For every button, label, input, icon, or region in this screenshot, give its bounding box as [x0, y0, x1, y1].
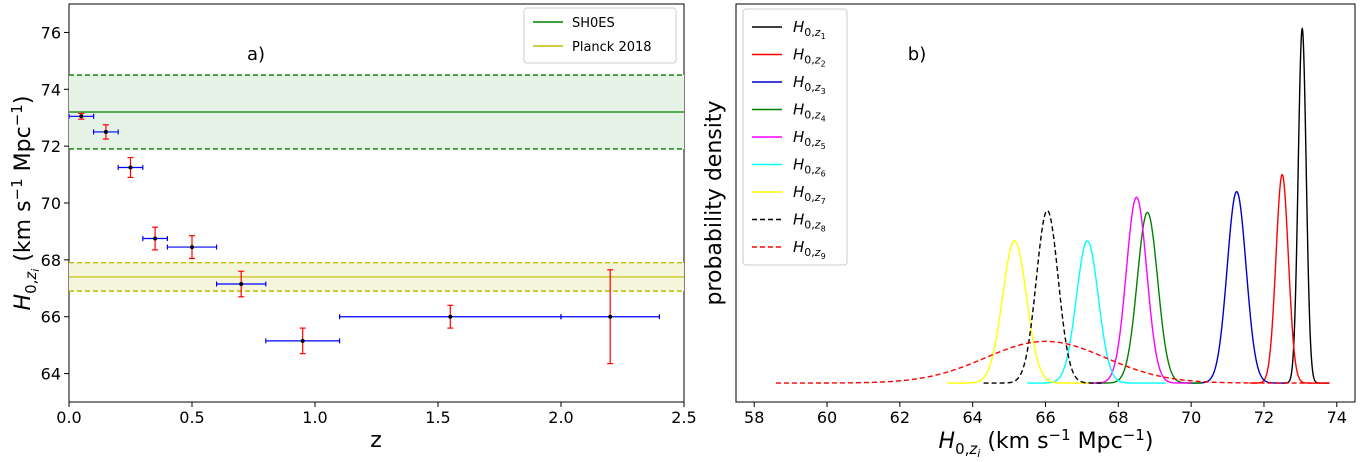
x-axis-ticks: 58 60 62 64 66 68 70 72 74 [744, 402, 1347, 427]
data-points [68, 112, 661, 365]
x-tick-label-1: 0.5 [179, 408, 204, 427]
x-tick-label-8: 74 [1327, 408, 1347, 427]
density-curve-z6 [1027, 240, 1166, 384]
x-tick-label-3: 1.5 [425, 408, 450, 427]
x-tick-label-4: 2.0 [548, 408, 573, 427]
legend-label-z9: H0,z9 [793, 238, 826, 261]
data-point-0 [79, 114, 84, 119]
panel-a-label: a) [247, 44, 265, 65]
legend-entries: H0,z1 H0,z2 H0,z3 H0,z4 H0,z5 H0,z6 H0,z7 H0,z8… [752, 18, 826, 261]
y-tick-label-1: 66 [41, 308, 61, 327]
x-tick-label-4: 66 [1035, 408, 1055, 427]
legend-label-z2: H0,z2 [793, 46, 826, 69]
legend-label-shoes: SH0ES [572, 16, 615, 31]
x-axis-ticks: 0.0 0.5 1.0 1.5 2.0 2.5 [56, 402, 697, 427]
data-point-1 [103, 129, 108, 134]
density-curve-z1 [1282, 27, 1330, 384]
x-tick-label-5: 2.5 [671, 408, 696, 427]
density-curve-z4 [1092, 211, 1203, 384]
x-tick-label-0: 58 [744, 408, 764, 427]
y-tick-label-0: 64 [41, 365, 61, 384]
data-point-3 [153, 236, 158, 241]
panel-b-label: b) [908, 44, 926, 65]
legend-label-z3: H0,z3 [793, 73, 826, 96]
x-tick-label-1: 60 [817, 408, 837, 427]
data-point-6 [300, 338, 305, 343]
y-axis-label: probability density [702, 100, 727, 305]
x-tick-label-5: 68 [1108, 408, 1128, 427]
legend-label-z8: H0,z8 [793, 211, 826, 234]
y-axis-ticks: 64 66 68 70 72 74 76 [41, 23, 69, 384]
x-tick-label-0: 0.0 [56, 408, 81, 427]
x-tick-label-2: 62 [890, 408, 910, 427]
y-tick-label-6: 76 [41, 23, 61, 42]
legend: SH0ES Planck 2018 [523, 7, 677, 64]
x-tick-label-7: 72 [1254, 408, 1274, 427]
x-tick-label-6: 70 [1181, 408, 1201, 427]
x-axis-label: z [370, 428, 382, 453]
density-curves [776, 27, 1330, 384]
panel-a-plot-area [68, 3, 685, 403]
data-point-2 [128, 165, 133, 170]
x-tick-label-3: 64 [962, 408, 982, 427]
legend-label-z5: H0,z5 [793, 128, 826, 151]
data-point-7 [448, 314, 453, 319]
panel-a: 0.0 0.5 1.0 1.5 2.0 2.5 64 66 68 70 72 74 76 a) z H… [8, 3, 697, 453]
y-axis-label: H0,zi (km s−1 Mpc−1) [8, 96, 42, 311]
density-curve-z7 [947, 240, 1093, 384]
data-point-4 [190, 245, 194, 250]
reference-bands [69, 74, 684, 292]
legend-label-z6: H0,z6 [793, 156, 826, 179]
density-curve-z9 [776, 340, 1330, 384]
legend-label-z7: H0,z7 [793, 183, 826, 206]
legend-label-z1: H0,z1 [793, 18, 826, 41]
x-tick-label-2: 1.0 [302, 408, 327, 427]
legend-box [742, 8, 848, 266]
data-point-5 [239, 282, 244, 287]
data-point-8 [608, 314, 613, 319]
y-tick-label-4: 72 [41, 137, 61, 156]
panel-b: 58 60 62 64 66 68 70 72 74 b) probability densit… [702, 3, 1356, 460]
legend: H0,z1 H0,z2 H0,z3 H0,z4 H0,z5 H0,z6 H0,z7 H0,z8… [742, 8, 848, 266]
density-curve-z2 [1249, 173, 1330, 384]
density-curve-z8 [983, 209, 1104, 384]
legend-label-planck: Planck 2018 [572, 40, 652, 55]
y-tick-label-5: 74 [41, 80, 61, 99]
y-tick-label-3: 70 [41, 194, 61, 213]
density-curve-z3 [1187, 190, 1286, 384]
legend-label-z4: H0,z4 [793, 101, 826, 124]
x-axis-label: H0,zi (km s−1 Mpc−1) [939, 426, 1154, 460]
y-tick-label-2: 68 [41, 251, 61, 270]
